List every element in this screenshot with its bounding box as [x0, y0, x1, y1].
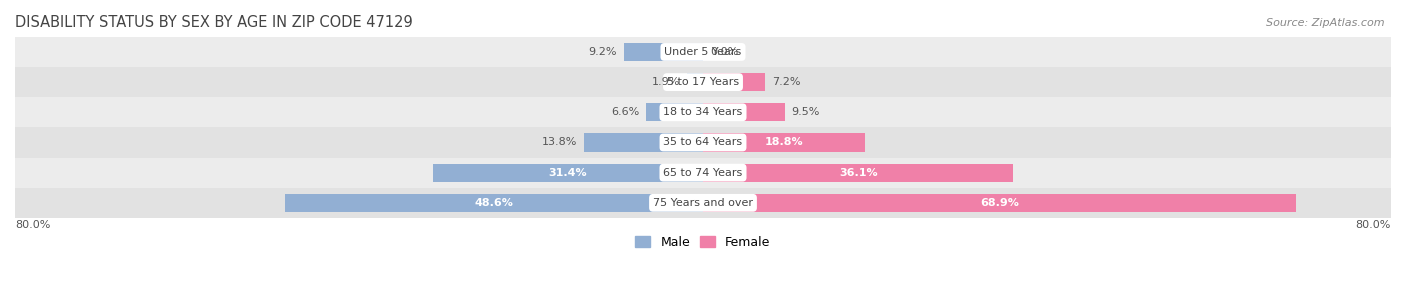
Bar: [624, 43, 703, 61]
Text: 5 to 17 Years: 5 to 17 Years: [666, 77, 740, 87]
Bar: [703, 133, 865, 151]
Text: 18.8%: 18.8%: [765, 137, 803, 147]
Text: 9.5%: 9.5%: [792, 107, 820, 117]
Text: 0.0%: 0.0%: [710, 47, 738, 57]
Bar: [15, 37, 1391, 67]
Bar: [433, 164, 703, 182]
Text: Under 5 Years: Under 5 Years: [665, 47, 741, 57]
Bar: [647, 103, 703, 121]
Text: 36.1%: 36.1%: [839, 168, 877, 178]
Text: 6.6%: 6.6%: [612, 107, 640, 117]
Text: 18 to 34 Years: 18 to 34 Years: [664, 107, 742, 117]
Legend: Male, Female: Male, Female: [630, 231, 776, 254]
Bar: [15, 97, 1391, 127]
Text: 31.4%: 31.4%: [548, 168, 588, 178]
Bar: [686, 73, 703, 91]
Text: 80.0%: 80.0%: [15, 220, 51, 230]
Bar: [15, 127, 1391, 157]
Text: DISABILITY STATUS BY SEX BY AGE IN ZIP CODE 47129: DISABILITY STATUS BY SEX BY AGE IN ZIP C…: [15, 15, 413, 30]
Bar: [15, 157, 1391, 188]
Bar: [15, 188, 1391, 218]
Text: 13.8%: 13.8%: [543, 137, 578, 147]
Text: 9.2%: 9.2%: [589, 47, 617, 57]
Text: 75 Years and over: 75 Years and over: [652, 198, 754, 208]
Bar: [703, 194, 1295, 212]
Bar: [285, 194, 703, 212]
Text: 48.6%: 48.6%: [475, 198, 513, 208]
Text: 80.0%: 80.0%: [1355, 220, 1391, 230]
Text: 35 to 64 Years: 35 to 64 Years: [664, 137, 742, 147]
Bar: [703, 103, 785, 121]
Bar: [15, 67, 1391, 97]
Bar: [585, 133, 703, 151]
Bar: [703, 164, 1014, 182]
Text: 68.9%: 68.9%: [980, 198, 1019, 208]
Text: 65 to 74 Years: 65 to 74 Years: [664, 168, 742, 178]
Text: 1.9%: 1.9%: [651, 77, 679, 87]
Text: 7.2%: 7.2%: [772, 77, 800, 87]
Text: Source: ZipAtlas.com: Source: ZipAtlas.com: [1267, 18, 1385, 28]
Bar: [703, 73, 765, 91]
